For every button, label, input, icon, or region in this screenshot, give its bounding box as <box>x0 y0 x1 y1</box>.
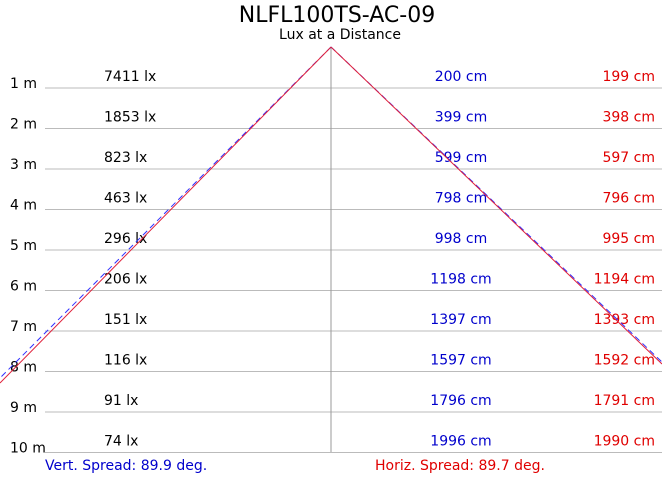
vertical-spread-line <box>0 46 332 379</box>
distance: 2 m <box>10 117 37 133</box>
horizontal-width: 1592 cm <box>594 353 655 369</box>
distance: 4 m <box>10 198 37 214</box>
distance: 7 m <box>10 319 37 335</box>
lux: 91 lx <box>104 393 138 409</box>
horizontal-spread-line <box>330 46 662 365</box>
lux: 206 lx <box>104 272 147 288</box>
horizontal-width: 1194 cm <box>594 272 655 288</box>
lux: 823 lx <box>104 150 147 166</box>
lux: 116 lx <box>104 353 147 369</box>
rows: 1 m 7411 lx 200 cm 199 cm 2 m 1853 lx 399 cm 39… <box>10 69 662 457</box>
vertical-spread: Vert. Spread: 89.9 deg. <box>45 458 207 474</box>
subtitle: Lux at a Distance <box>279 27 401 43</box>
vertical-width: 998 cm <box>435 231 488 247</box>
horizontal-width: 199 cm <box>602 69 655 85</box>
vertical-width: 1597 cm <box>430 353 491 369</box>
horizontal-width: 995 cm <box>602 231 655 247</box>
vertical-width: 1796 cm <box>430 393 491 409</box>
vertical-width: 1397 cm <box>430 312 491 328</box>
vertical-width: 798 cm <box>435 191 488 207</box>
vertical-width: 1198 cm <box>430 272 491 288</box>
lux: 296 lx <box>104 231 147 247</box>
horizontal-spread-line <box>0 46 332 384</box>
distance: 9 m <box>10 400 37 416</box>
horizontal-width: 1393 cm <box>594 312 655 328</box>
distance: 10 m <box>10 441 46 457</box>
horizontal-width: 1990 cm <box>594 434 655 450</box>
horizontal-spread: Horiz. Spread: 89.7 deg. <box>375 458 545 474</box>
lux: 1853 lx <box>104 110 156 126</box>
lux: 151 lx <box>104 312 147 328</box>
lux: 74 lx <box>104 434 138 450</box>
lux: 7411 lx <box>104 69 156 85</box>
distance: 6 m <box>10 279 37 295</box>
distance: 8 m <box>10 360 37 376</box>
title: NLFL100TS-AC-09 <box>239 3 435 28</box>
lux: 463 lx <box>104 191 147 207</box>
distance: 1 m <box>10 76 37 92</box>
horizontal-width: 597 cm <box>602 150 655 166</box>
horizontal-width: 1791 cm <box>594 393 655 409</box>
horizontal-width: 796 cm <box>602 191 655 207</box>
horizontal-width: 398 cm <box>602 110 655 126</box>
distance: 3 m <box>10 157 37 173</box>
vertical-width: 1996 cm <box>430 434 491 450</box>
vertical-width: 599 cm <box>435 150 488 166</box>
vertical-width: 200 cm <box>435 69 488 85</box>
vertical-width: 399 cm <box>435 110 488 126</box>
vertical-spread-line <box>330 46 662 363</box>
distance: 5 m <box>10 238 37 254</box>
